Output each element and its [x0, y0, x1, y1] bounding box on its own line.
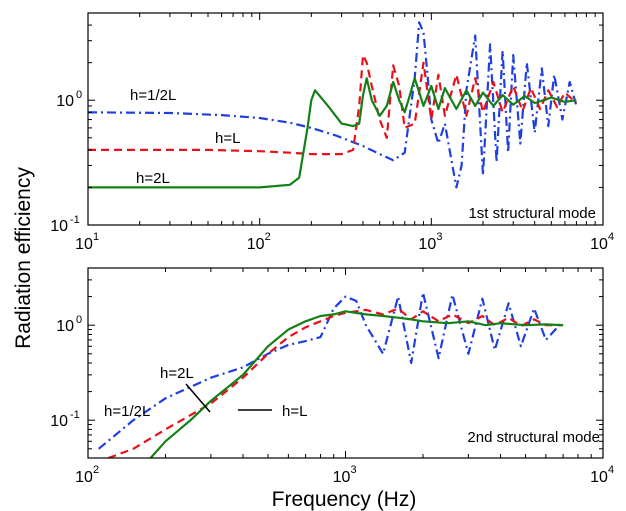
label-h-1-2l-panel-1: h=1/2L [130, 87, 176, 104]
x-tick-label-exponent: 3 [351, 464, 357, 476]
series-line-h-2l-panel-2 [149, 310, 564, 458]
x-tick-label: 10 [75, 469, 93, 486]
x-tick-label: 10 [247, 236, 265, 253]
label-h-l-panel-1: h=L [215, 130, 240, 147]
label-h-l-panel-2: h=L [282, 403, 307, 420]
y-tick-label: 10 [56, 318, 74, 335]
x-tick-label-exponent: 3 [436, 231, 442, 243]
y-tick-label-exponent: -1 [70, 409, 80, 421]
label-h-2l-panel-1: h=2L [136, 170, 170, 187]
x-axis-label: Frequency (Hz) [272, 488, 417, 511]
leader-h-2l [185, 383, 211, 413]
series-line-h-l-panel-1 [88, 53, 578, 156]
y-tick-label: 10 [56, 93, 74, 110]
panel-2-ticks: 10 2 10 3 10 410 -110 0 [50, 268, 614, 486]
series-line-h-2l-panel-1 [88, 77, 577, 189]
panel-1-ticks: 10 1 10 2 10 3 10 410 -110 0 [50, 13, 614, 253]
y-tick-label: 10 [50, 218, 68, 235]
panel-1-frame [87, 12, 604, 226]
series-line-h-l-panel-2 [108, 307, 564, 458]
panel-1-title: 1st structural mode [468, 205, 596, 222]
x-tick-label-exponent: 2 [265, 231, 271, 243]
series-line-h-1-2l-panel-2 [97, 291, 564, 450]
y-tick-label: 10 [50, 413, 68, 430]
x-tick-label: 10 [418, 236, 436, 253]
x-tick-label: 10 [590, 236, 608, 253]
label-h-2l-panel-2: h=2L [160, 365, 194, 382]
panel-2nd-structural-mode: 10 2 10 3 10 410 -110 0 2nd structural mode h=2… [50, 267, 614, 486]
y-tick-label-exponent: 0 [76, 89, 82, 101]
panel-2-title: 2nd structural mode [467, 429, 600, 446]
x-tick-label: 10 [75, 236, 93, 253]
x-tick-label: 10 [333, 469, 351, 486]
series-line-h-1-2l-panel-1 [88, 21, 578, 189]
panel-2-plot-area [97, 291, 564, 458]
label-h-1-2l-panel-2: h=1/2L [104, 403, 150, 420]
x-tick-label-exponent: 1 [93, 231, 99, 243]
x-tick-label-exponent: 4 [608, 464, 614, 476]
panel-1st-structural-mode: 10 1 10 2 10 3 10 410 -110 0 1st structural mode … [50, 12, 614, 253]
x-tick-label-exponent: 4 [608, 231, 614, 243]
y-tick-label-exponent: 0 [76, 314, 82, 326]
y-tick-label-exponent: -1 [70, 214, 80, 226]
y-axis-label: Radiation efficiency [12, 167, 35, 349]
panel-1-plot-area [88, 21, 578, 189]
x-tick-label-exponent: 2 [93, 464, 99, 476]
x-tick-label: 10 [590, 469, 608, 486]
